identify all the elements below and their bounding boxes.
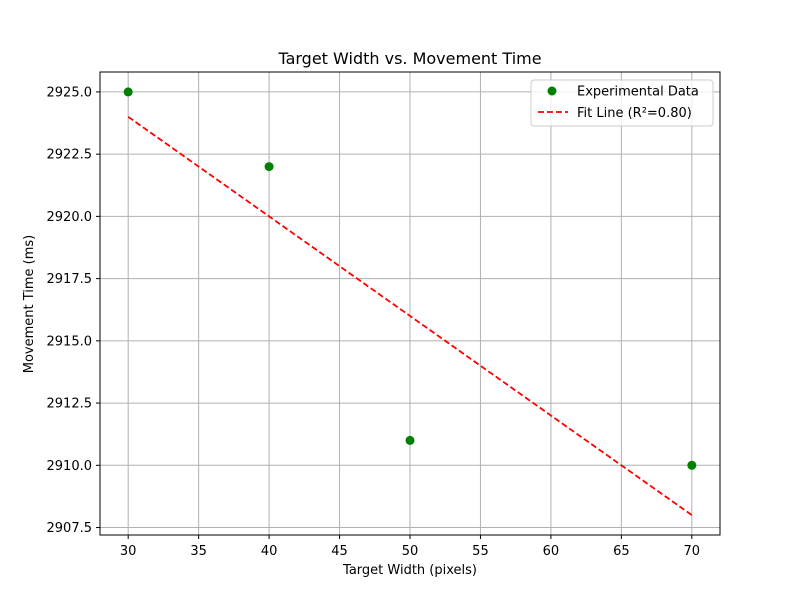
y-tick-label: 2915.0 <box>47 334 93 349</box>
x-tick-label: 65 <box>613 544 630 559</box>
x-tick-label: 45 <box>331 544 348 559</box>
grid <box>100 72 720 535</box>
y-tick-label: 2917.5 <box>47 272 93 287</box>
x-tick-label: 40 <box>261 544 278 559</box>
legend-label-experimental: Experimental Data <box>577 85 699 100</box>
x-tick-label: 30 <box>120 544 137 559</box>
scatter-series <box>123 87 697 470</box>
data-point <box>405 435 415 445</box>
x-tick-label: 60 <box>543 544 560 559</box>
x-axis-label: Target Width (pixels) <box>342 563 477 578</box>
x-tick-label: 50 <box>402 544 419 559</box>
x-axis-ticks: 30 35 40 45 50 55 60 65 70 <box>120 535 700 559</box>
y-axis-ticks: 2907.5 2910.0 2912.5 2915.0 2917.5 2920.0 2922… <box>47 85 100 536</box>
legend-box <box>530 79 714 127</box>
y-axis-label: Movement Time (ms) <box>22 235 37 374</box>
y-tick-label: 2907.5 <box>47 521 93 536</box>
y-tick-label: 2925.0 <box>47 85 93 100</box>
y-tick-label: 2920.0 <box>47 210 93 225</box>
legend-marker-experimental <box>547 86 557 96</box>
y-tick-label: 2922.5 <box>47 148 93 163</box>
legend-label-fit-line: Fit Line (R²=0.80) <box>577 106 692 121</box>
data-point <box>264 162 274 172</box>
data-point <box>687 460 697 470</box>
legend: Experimental Data Fit Line (R²=0.80) <box>530 79 714 127</box>
x-tick-label: 70 <box>684 544 701 559</box>
chart-title: Target Width vs. Movement Time <box>277 49 541 68</box>
y-tick-label: 2910.0 <box>47 459 93 474</box>
y-tick-label: 2912.5 <box>47 397 93 412</box>
fit-line <box>127 116 693 516</box>
x-tick-label: 35 <box>190 544 207 559</box>
x-tick-label: 55 <box>472 544 489 559</box>
fit-line-series <box>127 116 693 516</box>
data-point <box>123 87 133 97</box>
